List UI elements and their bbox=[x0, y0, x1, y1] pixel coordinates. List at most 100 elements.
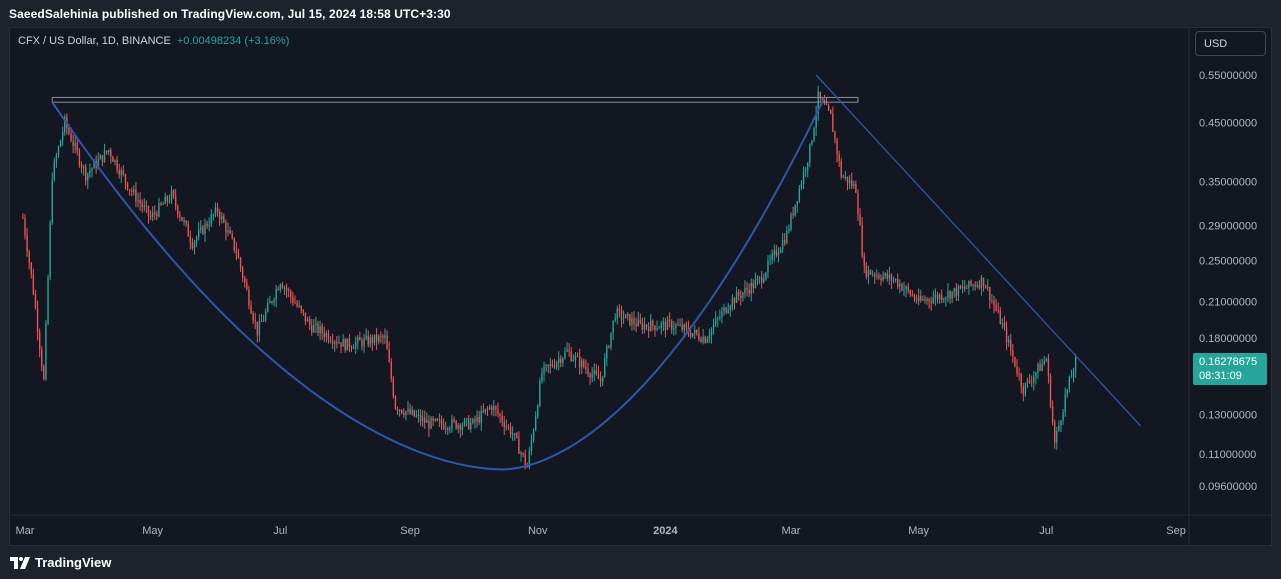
candle-body bbox=[865, 265, 868, 277]
candle-body bbox=[223, 216, 225, 223]
candle-body bbox=[1033, 376, 1035, 383]
time-axis[interactable]: Mar May Jul Sep Nov 2024 Mar May Jul Sep bbox=[16, 525, 1186, 537]
candle-body bbox=[172, 190, 175, 197]
candle-body bbox=[434, 419, 436, 421]
candle-body bbox=[80, 164, 83, 168]
candle-body bbox=[704, 336, 706, 343]
candle-body bbox=[166, 196, 169, 202]
price-tick-label: 0.18000000 bbox=[1199, 333, 1257, 345]
candle-body bbox=[964, 286, 966, 289]
candle-body bbox=[978, 285, 981, 288]
candle-body bbox=[76, 143, 79, 151]
candle-body bbox=[564, 351, 566, 359]
chart-pane[interactable] bbox=[9, 27, 1272, 546]
candle-body bbox=[656, 328, 658, 330]
price-change: +0.00498234 (+3.16%) bbox=[176, 35, 290, 47]
price-tick-label: 0.13000000 bbox=[1199, 410, 1257, 422]
price-tick-label: 0.11000000 bbox=[1199, 449, 1256, 461]
candle-body bbox=[421, 417, 424, 422]
descending-trendline[interactable] bbox=[815, 74, 1141, 427]
candle-body bbox=[861, 225, 863, 256]
candle-body bbox=[174, 196, 177, 206]
candle-body bbox=[650, 320, 652, 332]
candle-body bbox=[748, 289, 750, 294]
candle-body bbox=[760, 277, 763, 283]
cup-pattern-curve[interactable] bbox=[51, 96, 826, 471]
candle-body bbox=[993, 300, 995, 306]
bar-countdown: 08:31:09 bbox=[1199, 370, 1242, 382]
price-tick-label: 0.35000000 bbox=[1199, 176, 1257, 188]
candle-body bbox=[503, 422, 505, 428]
resistance-box[interactable] bbox=[51, 96, 859, 103]
candle-body bbox=[382, 336, 384, 338]
candle-body bbox=[671, 321, 673, 330]
candle-body bbox=[708, 335, 711, 339]
candle-body bbox=[1070, 376, 1073, 378]
candle-body bbox=[302, 309, 305, 313]
candle-body bbox=[438, 419, 441, 421]
candle-body bbox=[620, 310, 623, 320]
candle-body bbox=[451, 419, 453, 429]
candle-body bbox=[765, 272, 767, 279]
candle-body bbox=[959, 285, 962, 289]
currency-button[interactable]: USD bbox=[1195, 31, 1266, 56]
candle-body bbox=[949, 291, 951, 299]
candle-body bbox=[212, 214, 215, 216]
candle-body bbox=[55, 156, 58, 162]
candle-body bbox=[380, 336, 382, 338]
tradingview-logo[interactable]: TradingView bbox=[10, 555, 111, 570]
candle-body bbox=[714, 319, 717, 325]
candle-body bbox=[758, 277, 761, 279]
candle-body bbox=[769, 259, 771, 261]
candle-body bbox=[336, 341, 338, 344]
candle-body bbox=[974, 284, 976, 287]
candle-body bbox=[162, 203, 164, 205]
time-tick-label: 2024 bbox=[653, 525, 678, 537]
candle-body bbox=[388, 349, 390, 362]
candle-body bbox=[273, 299, 275, 302]
candle-body bbox=[331, 341, 334, 344]
candle-body bbox=[126, 182, 129, 190]
candle-body bbox=[888, 274, 891, 279]
candle-body bbox=[474, 418, 476, 422]
candle-body bbox=[183, 220, 185, 222]
candle-body bbox=[87, 173, 89, 181]
candle-body bbox=[746, 287, 748, 290]
candle-body bbox=[905, 286, 907, 290]
candle-body bbox=[894, 278, 897, 280]
candle-body bbox=[647, 326, 650, 332]
candle-body bbox=[725, 307, 727, 313]
candle-body bbox=[288, 290, 290, 292]
candle-body bbox=[945, 297, 947, 299]
candle-body bbox=[1005, 327, 1008, 343]
candle-body bbox=[984, 285, 987, 289]
candle-body bbox=[191, 242, 194, 249]
candle-body bbox=[160, 203, 162, 205]
candle-body bbox=[679, 324, 681, 326]
candle-body bbox=[863, 255, 865, 266]
symbol-title[interactable]: CFX / US Dollar, 1D, BINANCE bbox=[18, 35, 171, 47]
candle-body bbox=[612, 320, 614, 333]
candle-body bbox=[551, 363, 554, 366]
candle-body bbox=[1024, 382, 1027, 395]
candle-body bbox=[189, 236, 192, 243]
candle-body bbox=[587, 368, 589, 375]
candle-body bbox=[999, 310, 1001, 324]
candle-body bbox=[411, 410, 413, 414]
candle-body bbox=[409, 408, 411, 414]
candle-body bbox=[601, 376, 604, 382]
candle-body bbox=[252, 313, 254, 321]
candle-body bbox=[292, 296, 294, 303]
candle-body bbox=[118, 169, 120, 175]
candle-body bbox=[794, 204, 796, 216]
price-axis[interactable]: 0.55000000 0.45000000 0.35000000 0.29000000… bbox=[1199, 70, 1257, 493]
candle-body bbox=[585, 366, 587, 369]
candle-body bbox=[319, 326, 321, 334]
candle-body bbox=[735, 292, 738, 304]
candle-body bbox=[731, 298, 734, 307]
candle-body bbox=[43, 366, 45, 379]
candle-body bbox=[790, 213, 792, 230]
candle-body bbox=[258, 321, 261, 336]
candle-body bbox=[737, 292, 740, 296]
